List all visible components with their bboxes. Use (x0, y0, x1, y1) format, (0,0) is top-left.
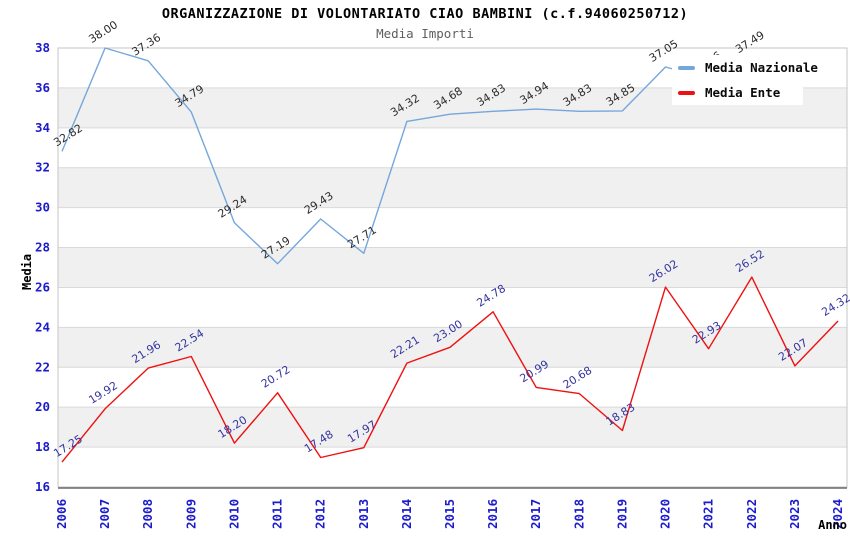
y-tick-label: 24 (35, 319, 50, 334)
x-axis-title: Anno (818, 518, 847, 532)
data-point-label: 37.36 (130, 31, 164, 59)
data-point-label: 20.68 (561, 364, 595, 392)
y-tick-label: 36 (35, 80, 50, 95)
x-tick-label: 2010 (226, 499, 241, 529)
x-tick-label: 2013 (356, 499, 371, 529)
grid-band (58, 247, 847, 288)
grid-band (58, 327, 847, 368)
x-tick-label: 2018 (571, 499, 586, 529)
y-tick-label: 32 (35, 160, 50, 175)
x-tick-label: 2022 (744, 499, 759, 529)
data-point-label: 38.00 (86, 18, 120, 46)
legend-item-media-nazionale: Media Nazionale (672, 55, 845, 80)
legend-label: Media Ente (705, 85, 781, 100)
x-tick-label: 2008 (140, 499, 155, 529)
plot-border (57, 47, 848, 488)
chart-subtitle: Media Importi (376, 26, 474, 41)
x-tick-label: 2019 (614, 499, 629, 529)
x-tick-label: 2012 (313, 499, 328, 529)
y-tick-label: 30 (35, 200, 50, 215)
legend: Media Nazionale Media Ente (672, 55, 845, 105)
y-tick-label: 18 (35, 439, 50, 454)
x-tick-label: 2017 (528, 499, 543, 529)
legend-swatch-red-line-icon (678, 90, 695, 95)
series-line-1 (61, 276, 839, 463)
y-tick-label: 16 (35, 479, 50, 494)
x-tick-label: 2020 (658, 499, 673, 529)
x-tick-label: 2007 (97, 499, 112, 529)
grid-band (58, 167, 847, 208)
y-tick-label: 20 (35, 399, 50, 414)
legend-item-media-ente: Media Ente (672, 80, 803, 105)
y-tick-label: 22 (35, 359, 50, 374)
y-axis-title: Media (20, 254, 34, 290)
grid-band (58, 407, 847, 448)
y-tick-label: 38 (35, 40, 50, 55)
data-point-label: 27.71 (345, 223, 379, 251)
x-tick-label: 2021 (701, 499, 716, 529)
x-tick-label: 2016 (485, 499, 500, 529)
data-point-label: 24.32 (819, 291, 850, 319)
x-tick-label: 2011 (270, 499, 285, 529)
legend-label: Media Nazionale (705, 60, 818, 75)
legend-swatch-blue-line-icon (678, 65, 695, 70)
x-tick-label: 2006 (54, 499, 69, 529)
y-tick-label: 28 (35, 240, 50, 255)
x-tick-label: 2014 (399, 499, 414, 529)
x-tick-label: 2023 (787, 499, 802, 529)
chart-title: ORGANIZZAZIONE DI VOLONTARIATO CIAO BAMB… (161, 6, 689, 22)
x-tick-label: 2024 (830, 499, 845, 529)
x-tick-label: 2015 (442, 499, 457, 529)
data-point-label: 19.92 (86, 379, 120, 407)
data-point-label: 37.49 (733, 28, 767, 56)
y-tick-label: 26 (35, 279, 50, 294)
y-tick-label: 34 (35, 120, 50, 135)
x-tick-label: 2009 (183, 499, 198, 529)
